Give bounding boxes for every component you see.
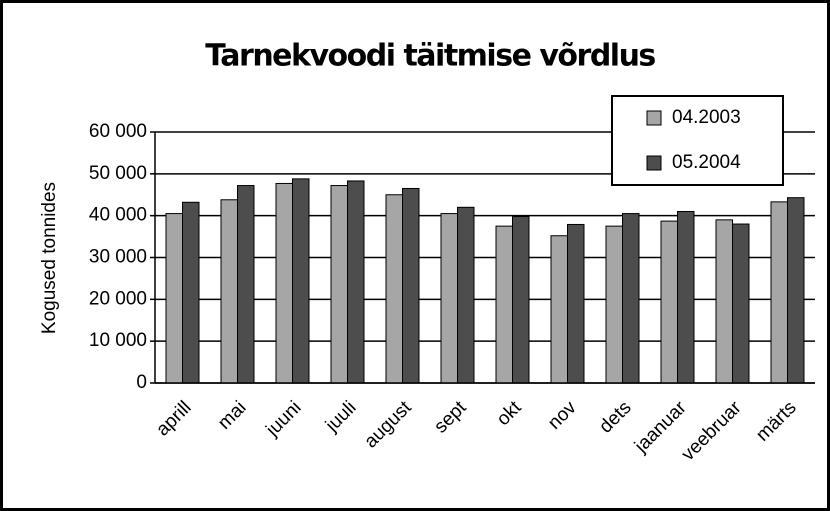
bar [732, 223, 750, 384]
y-tick-label: 0 [136, 372, 147, 393]
legend-label: 05.2004 [672, 152, 741, 173]
legend-box [611, 95, 784, 186]
bar [330, 185, 348, 384]
bar [677, 210, 695, 384]
y-tick-label: 10 000 [89, 330, 147, 351]
legend-swatch [646, 155, 662, 171]
bar [385, 194, 403, 384]
bar [347, 180, 365, 384]
bar [512, 216, 530, 384]
bar [402, 187, 420, 384]
y-axis-label: Kogused tonnides [39, 182, 60, 334]
bar [495, 225, 513, 384]
y-tick-label: 20 000 [89, 288, 147, 309]
legend-swatch [646, 110, 662, 126]
y-tick-label: 40 000 [89, 205, 147, 226]
legend-label: 04.2003 [672, 107, 741, 128]
bar [457, 206, 475, 384]
bar [605, 225, 623, 384]
bar [787, 197, 805, 384]
bar [182, 201, 200, 384]
bar [622, 213, 640, 384]
y-tick-label: 30 000 [89, 247, 147, 268]
y-tick-label: 50 000 [89, 163, 147, 184]
bar [237, 185, 255, 384]
bar [660, 220, 678, 384]
chart-title: Tarnekvoodi täitmise võrdlus [205, 39, 655, 74]
bar [567, 223, 585, 384]
bar [220, 199, 238, 384]
bar [292, 178, 310, 384]
y-tick-label: 60 000 [89, 121, 147, 142]
bar [715, 219, 733, 384]
bar [550, 235, 568, 384]
bar [165, 213, 183, 384]
bar [770, 201, 788, 384]
bar [440, 213, 458, 384]
bar [275, 182, 293, 384]
